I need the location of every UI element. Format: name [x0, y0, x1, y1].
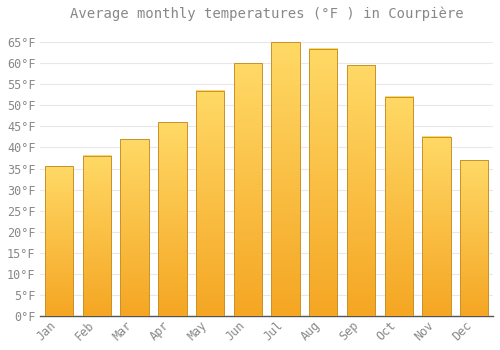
Bar	[309, 49, 338, 316]
Bar	[196, 91, 224, 316]
Bar	[422, 137, 450, 316]
Bar	[384, 97, 413, 316]
Bar	[45, 167, 74, 316]
Bar	[120, 139, 149, 316]
Bar	[272, 42, 299, 316]
Bar	[460, 160, 488, 316]
Title: Average monthly temperatures (°F ) in Courpière: Average monthly temperatures (°F ) in Co…	[70, 7, 464, 21]
Bar	[234, 63, 262, 316]
Bar	[158, 122, 186, 316]
Bar	[347, 65, 375, 316]
Bar	[83, 156, 111, 316]
